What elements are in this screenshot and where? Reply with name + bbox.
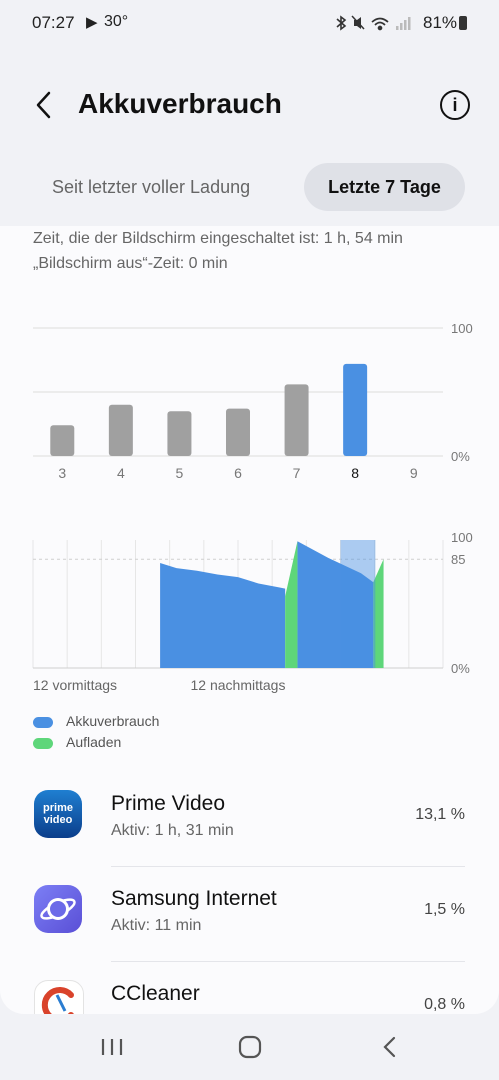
- bar: [226, 408, 250, 456]
- x-tick-label: 4: [117, 465, 125, 481]
- screen-on-time: Zeit, die der Bildschirm eingeschaltet i…: [33, 230, 403, 247]
- app-name: CCleaner: [111, 982, 200, 1005]
- app-name: Samsung Internet: [111, 887, 277, 910]
- legend-charging-swatch: [33, 737, 53, 749]
- usage-area: [160, 563, 286, 668]
- selected-hour-highlight: [340, 540, 376, 668]
- charging-area: [373, 559, 384, 668]
- app-active-time: Aktiv: 11 min: [111, 917, 202, 934]
- status-time: 07:27: [32, 13, 75, 32]
- x-tick-label: 12 nachmittags: [191, 677, 286, 693]
- x-tick-label: 5: [176, 465, 184, 481]
- y-tick-label: 100: [451, 532, 473, 545]
- bar: [343, 363, 368, 456]
- app-row-prime-video[interactable]: prime video Prime Video Aktiv: 1 h, 31 m…: [0, 778, 499, 872]
- y-tick-label: 100: [451, 321, 473, 336]
- app-row-ccleaner[interactable]: CCleaner 0,8 %: [0, 968, 499, 1014]
- daily-usage-bar-chart: 100 0% 3 4 5 6 7 8 9: [33, 321, 473, 481]
- battery-icon: [459, 16, 467, 30]
- divider: [111, 866, 465, 867]
- tab-last-7-days[interactable]: Letzte 7 Tage: [304, 163, 465, 211]
- x-tick-label: 9: [410, 465, 418, 481]
- samsung-internet-icon: [34, 885, 82, 933]
- legend-usage-swatch: [33, 716, 53, 728]
- hourly-usage-area-chart: 100 85 0% 12 vormittags 12 nachmittags: [32, 532, 473, 693]
- ccleaner-icon: [34, 980, 84, 1014]
- app-percent: 13,1 %: [415, 806, 465, 823]
- bar: [108, 404, 133, 456]
- recent-apps-icon[interactable]: [97, 1032, 127, 1062]
- bluetooth-icon: [336, 15, 347, 31]
- x-tick-label: 8: [351, 465, 359, 481]
- mute-icon: [351, 15, 365, 30]
- signal-icon: [396, 17, 411, 30]
- charging-area: [285, 541, 298, 668]
- bar: [167, 411, 192, 456]
- tab-since-full-charge[interactable]: Seit letzter voller Ladung: [52, 177, 251, 197]
- page-title: Akkuverbrauch: [78, 88, 282, 119]
- app-percent: 0,8 %: [424, 996, 465, 1013]
- status-battery: 81%: [423, 13, 458, 32]
- app-row-samsung-internet[interactable]: Samsung Internet Aktiv: 11 min 1,5 %: [0, 873, 499, 967]
- prime-video-icon: prime video: [34, 790, 82, 838]
- back-arrow-icon[interactable]: [30, 90, 60, 120]
- app-name: Prime Video: [111, 792, 226, 815]
- legend-charging: Aufladen: [33, 734, 121, 750]
- x-tick-label: 6: [234, 465, 242, 481]
- y-tick-label: 0%: [451, 449, 470, 464]
- home-icon[interactable]: [235, 1032, 265, 1062]
- usage-area: [297, 541, 374, 668]
- bar: [284, 384, 309, 456]
- y-tick-label: 0%: [451, 661, 470, 676]
- status-temperature: 30°: [104, 13, 129, 30]
- app-percent: 1,5 %: [424, 901, 465, 918]
- info-icon[interactable]: i: [440, 90, 470, 120]
- divider: [111, 961, 465, 962]
- bar: [50, 425, 75, 456]
- play-store-icon: ▶: [86, 14, 98, 31]
- app-active-time: Aktiv: 1 h, 31 min: [111, 822, 234, 839]
- x-tick-label: 12 vormittags: [33, 677, 117, 693]
- x-tick-label: 7: [293, 465, 301, 481]
- wifi-icon: [371, 17, 389, 31]
- status-icons: [336, 15, 411, 31]
- back-nav-icon[interactable]: [375, 1032, 405, 1062]
- battery-usage-card: Zeit, die der Bildschirm eingeschaltet i…: [0, 226, 499, 1014]
- y-tick-label: 85: [451, 552, 465, 567]
- status-bar: 07:27 ▶ 30° 81%: [0, 0, 499, 46]
- navigation-bar: [0, 1014, 499, 1080]
- legend-usage: Akkuverbrauch: [33, 713, 159, 729]
- screen-off-time: „Bildschirm aus“-Zeit: 0 min: [33, 255, 228, 272]
- x-tick-label: 3: [58, 465, 66, 481]
